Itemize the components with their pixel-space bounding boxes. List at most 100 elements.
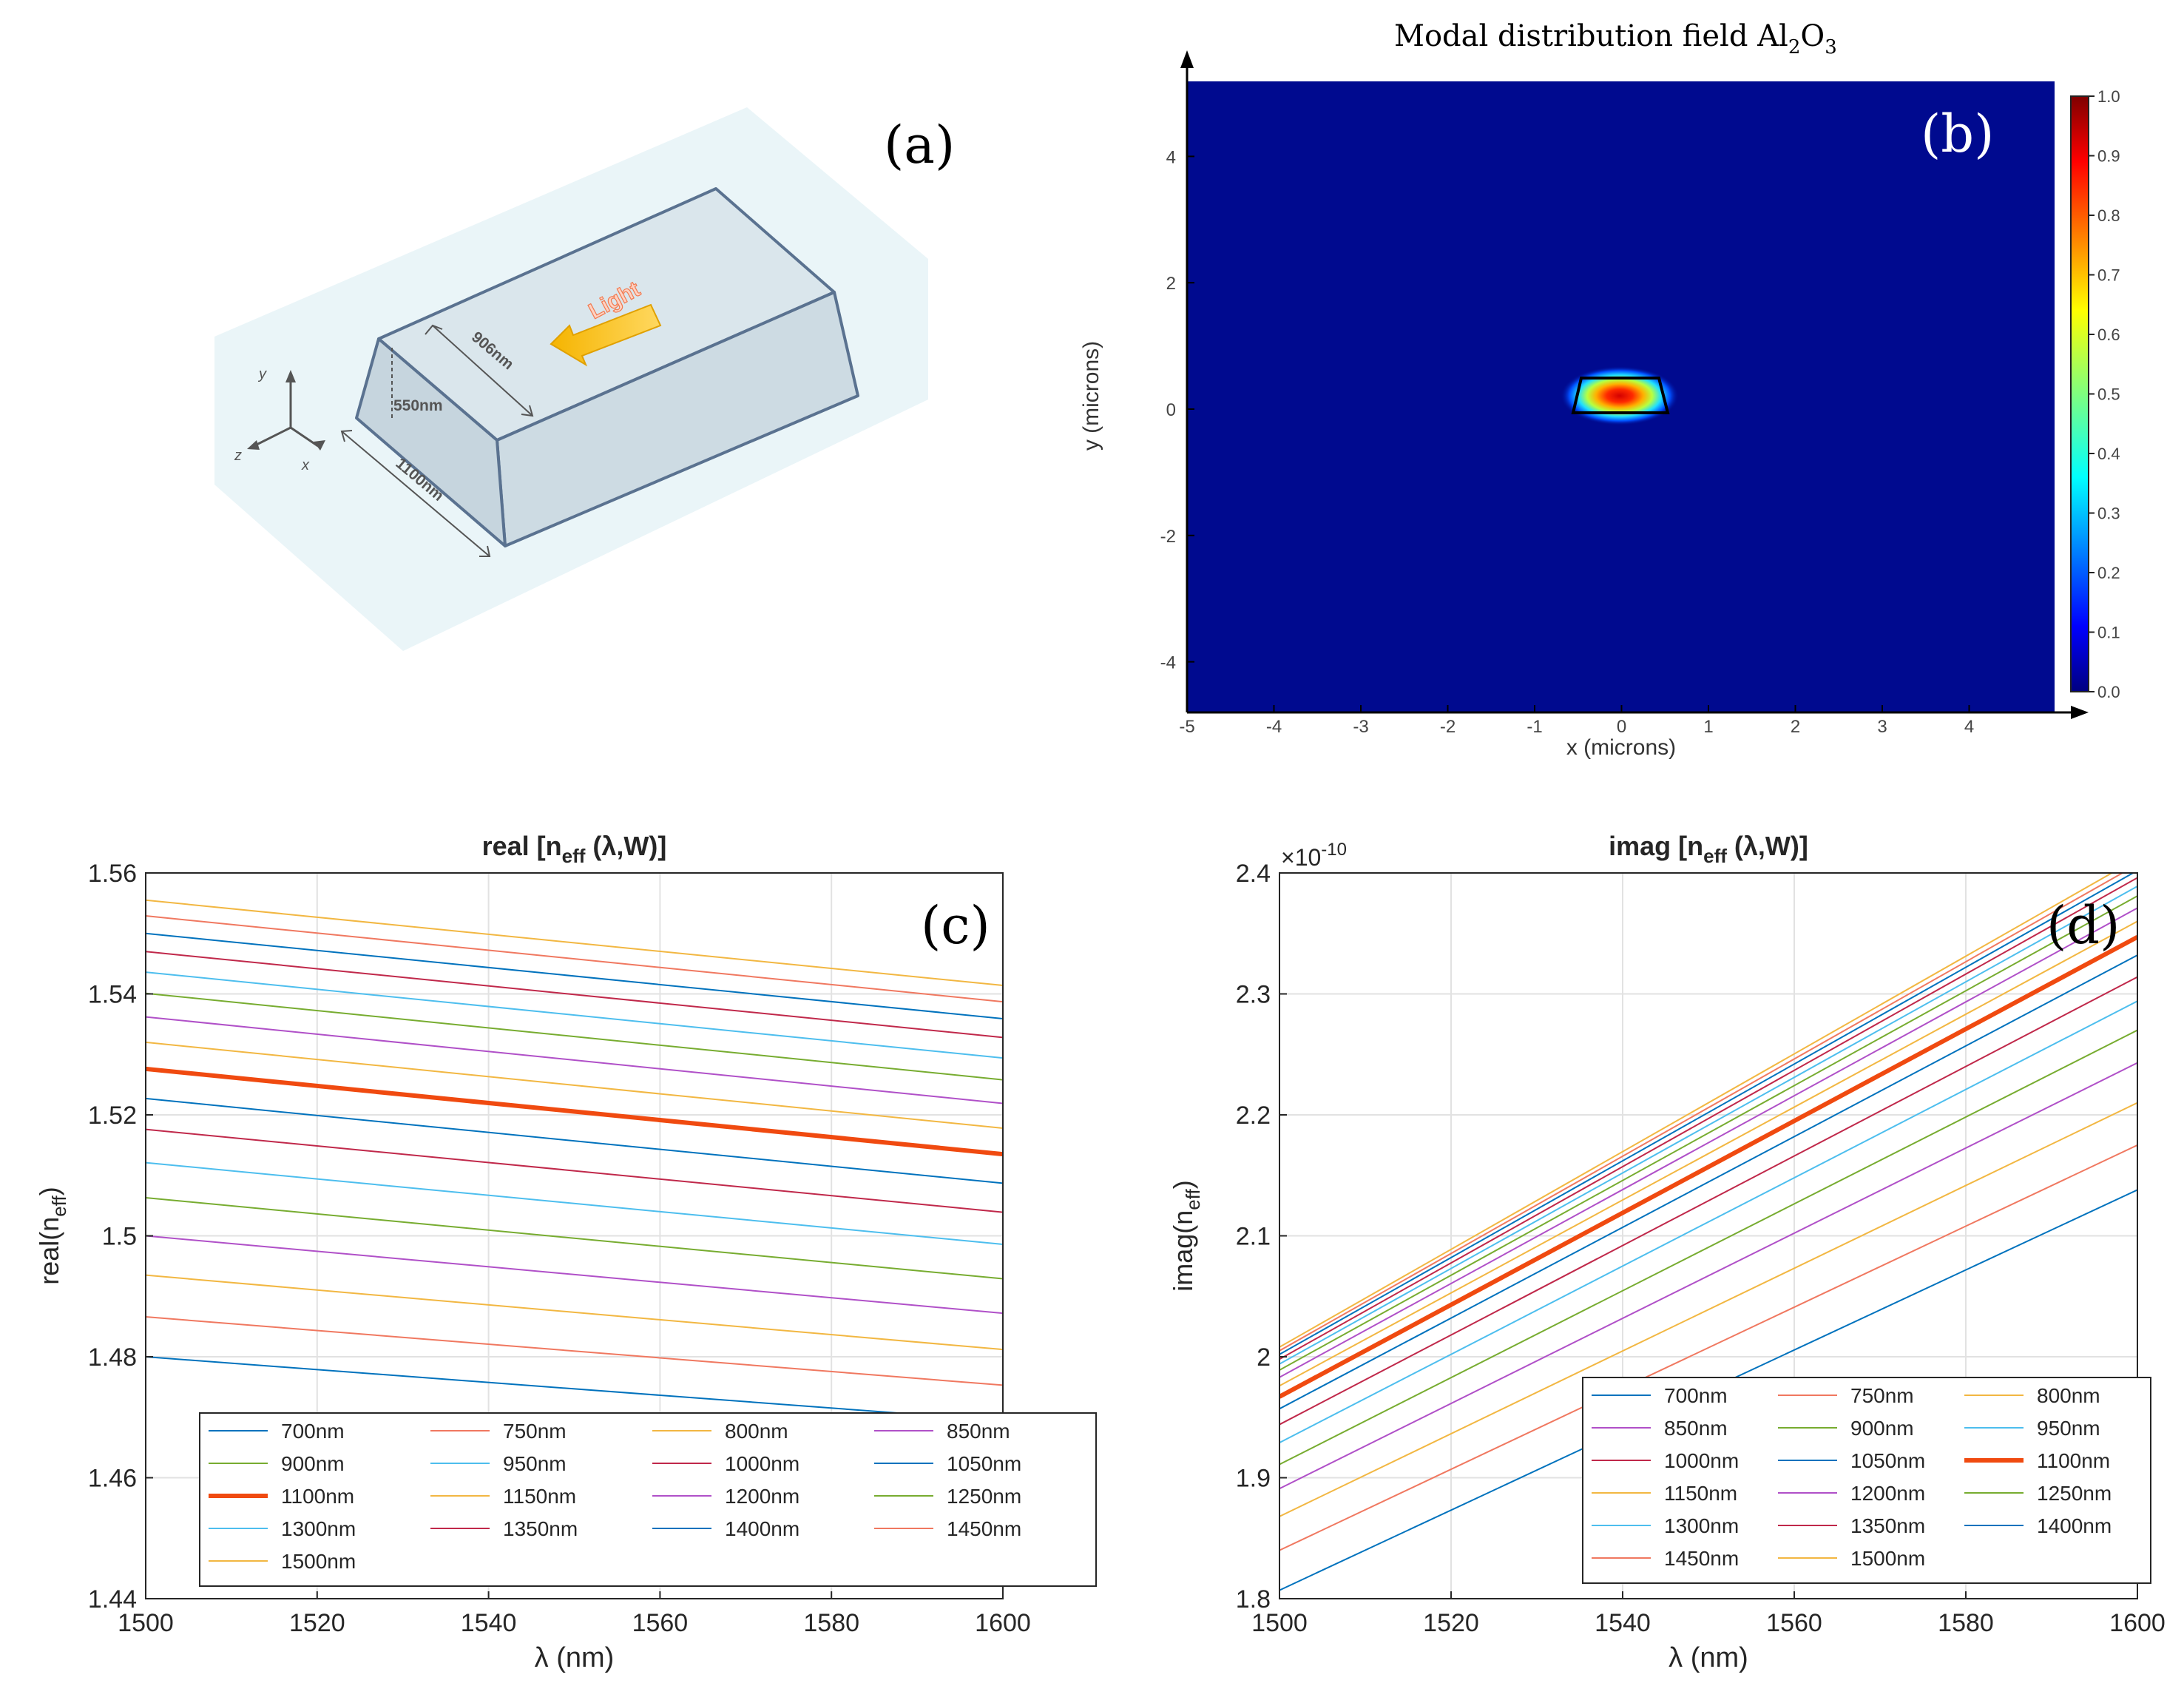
b-xticks: -5 -4 -3 -2 -1 0 1 2 3 4 [1179,705,1974,737]
chart-title-rest: (λ,W)] [1727,831,1808,861]
b-xtick-label: 0 [1617,717,1626,737]
series-line-1100nm [1279,935,2137,1399]
chart-title: imag [neff (λ,W)] [1609,831,1808,867]
panel-d-label: (d) [2046,895,2120,956]
series-line-1500nm [1279,873,2114,1348]
series-line-1000nm [146,1128,1003,1213]
b-xtick-label: 3 [1877,717,1887,737]
b-xtick-label: 4 [1964,717,1974,737]
y-exponent-base: ×10 [1281,844,1321,871]
colorbar-tick-label: 0.9 [2097,147,2120,166]
chart-ylabel: imag(neff) [1168,1180,1204,1291]
series-line-700nm [146,1356,1003,1422]
series-line-1150nm [146,1041,1003,1129]
legend-label: 1300nm [281,1517,356,1540]
series-line-1050nm [1279,954,2137,1410]
y-exponent-power: -10 [1321,840,1347,860]
b-ytick-label: -4 [1160,653,1176,673]
panel-a: 906nm 550nm 1100nm Light y z x (a) [214,107,955,651]
legend-label: 700nm [1664,1384,1728,1407]
legend-label: 1300nm [1664,1514,1739,1537]
b-xtick-label: 2 [1791,717,1800,737]
legend-label: 850nm [947,1420,1010,1443]
b-xtick-label: -4 [1266,717,1282,737]
chart-ylabel-main: imag(n [1168,1210,1198,1292]
mode-spot [1561,366,1679,425]
series-line-750nm [146,1316,1003,1386]
legend-label: 750nm [503,1420,567,1443]
colorbar-tick-label: 0.3 [2097,505,2120,523]
b-xlabel: x (microns) [1566,735,1676,760]
ytick-label: 2.2 [1236,1102,1271,1130]
series-line-1300nm [146,971,1003,1059]
xtick-label: 1600 [975,1609,1031,1637]
series-line-800nm [1279,1102,2137,1517]
legend-label: 1400nm [725,1517,799,1540]
legend-label: 1200nm [1850,1482,1925,1505]
light-arrow [550,303,662,367]
series-line-1250nm [146,992,1003,1081]
ytick-label: 1.48 [88,1343,137,1372]
series-lines [1279,873,2137,1591]
legend-label: 700nm [281,1420,345,1443]
chart-title-main: imag [n [1609,831,1703,861]
panel-a-label: (a) [884,115,955,175]
xtick-label: 1520 [289,1609,345,1637]
legend-label: 850nm [1664,1417,1728,1440]
legend-label: 1050nm [1850,1449,1925,1472]
xtick-label: 1560 [1766,1609,1822,1637]
b-xtick-label: -3 [1353,717,1368,737]
ytick-label: 1.56 [88,860,137,888]
b-yticks: 4 2 0 -2 -4 [1160,147,1194,673]
chart-ylabel-sub: eff [48,1195,70,1216]
chart-title: real [neff (λ,W)] [482,831,667,867]
ytick-label: 1.9 [1236,1465,1271,1493]
colorbar-ticks: 1.0 0.9 0.8 0.7 0.6 0.5 0.4 0.3 0.2 0.1 0.0 [2089,87,2120,701]
series-line-800nm [146,1274,1003,1351]
b-xtick-label: -5 [1179,717,1194,737]
core-outline [1571,377,1670,414]
axis-x-label: x [301,457,310,473]
legend-label: 1250nm [947,1485,1021,1508]
legend-label: 900nm [281,1452,345,1475]
legend-label: 1000nm [1664,1449,1739,1472]
axis-y-label: y [257,366,267,382]
legend-label: 1450nm [947,1517,1021,1540]
legend-label: 1200nm [725,1485,799,1508]
chart-title-sub: eff [562,845,586,867]
ytick-label: 1.44 [88,1585,137,1613]
legend-box [1582,1377,2151,1584]
chart-ylabel: real(neff) [34,1187,70,1284]
b-ytick-label: 2 [1166,274,1176,294]
legend-label: 950nm [503,1452,567,1475]
series-line-1350nm [1279,877,2137,1360]
legend-label: 1150nm [1664,1482,1737,1505]
b-x-axis-arrow [2071,706,2089,719]
xtick-label: 1560 [632,1609,689,1637]
ytick-label: 1.52 [88,1102,137,1130]
ytick-label: 1.8 [1236,1585,1271,1613]
ytick-label: 2.3 [1236,981,1271,1009]
series-line-750nm [1279,1144,2137,1551]
legend-label: 1350nm [1850,1514,1925,1537]
colorbar-tick-label: 0.8 [2097,206,2120,225]
series-line-1450nm [1279,873,2124,1352]
colorbar-tick-label: 0.5 [2097,385,2120,404]
series-line-1400nm [1279,873,2135,1355]
legend-label: 1150nm [503,1485,576,1508]
series-line-1300nm [1279,886,2137,1365]
series-line-850nm [146,1235,1003,1315]
xtick-label: 1580 [1938,1609,1994,1637]
ytick-label: 1.54 [88,981,137,1009]
chart-ylabel-sub: eff [1182,1188,1204,1210]
xtick-label: 1540 [461,1609,517,1637]
legend-label: 1400nm [2037,1514,2112,1537]
chart-xlabel: λ (nm) [1669,1642,1748,1673]
series-line-950nm [1279,1000,2137,1443]
ytick-label: 2 [1257,1343,1271,1372]
dim-height: 550nm [393,397,443,414]
legend-label: 750nm [1850,1384,1914,1407]
legend-label: 1050nm [947,1452,1021,1475]
colorbar-tick-label: 0.7 [2097,266,2120,285]
